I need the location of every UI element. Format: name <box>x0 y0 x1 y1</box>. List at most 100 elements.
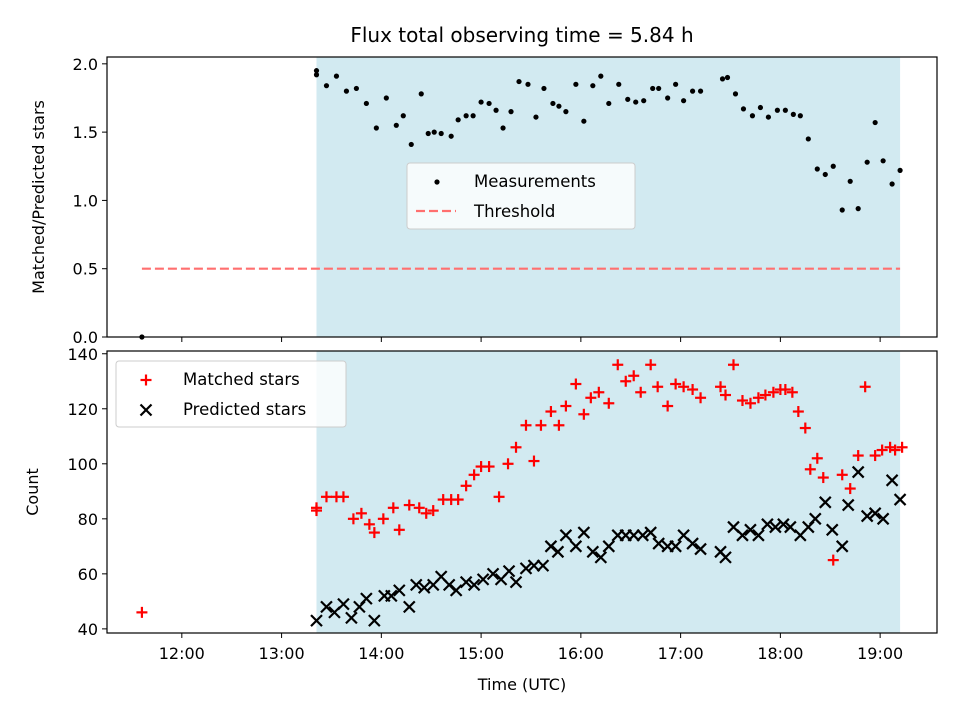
matched-point <box>678 381 690 393</box>
predicted-point <box>835 540 849 553</box>
legend-predicted-label: Predicted stars <box>183 400 306 419</box>
predicted-point <box>744 523 757 537</box>
cross-stroke-b <box>719 551 732 564</box>
cross-stroke-b <box>694 542 707 556</box>
measurement-point <box>463 113 469 119</box>
cross-stroke-b <box>417 581 431 594</box>
matched-point <box>347 513 359 525</box>
predicted-point <box>337 597 350 611</box>
matched-point <box>570 378 582 390</box>
bottom-x-tick-label: 15:00 <box>458 644 504 663</box>
matched-point <box>355 507 367 519</box>
predicted-point <box>345 611 358 625</box>
matched-point <box>368 527 380 539</box>
matched-point <box>545 406 557 418</box>
measurement-point <box>656 85 662 92</box>
predicted-point <box>459 575 473 589</box>
legend-matched-marker <box>140 374 152 386</box>
cross-stroke-b <box>310 614 323 627</box>
matched-point <box>520 419 532 431</box>
matched-point <box>869 450 881 462</box>
matched-point <box>502 458 514 470</box>
matched-point <box>652 381 664 393</box>
cross-stroke-b <box>627 529 641 542</box>
matched-point <box>804 463 816 475</box>
measurement-point <box>431 129 437 135</box>
predicted-point <box>818 496 832 509</box>
measurement-point <box>872 119 878 126</box>
predicted-point <box>893 493 907 506</box>
cross-stroke-b <box>602 540 616 553</box>
top-y-tick-label: 2.0 <box>73 55 98 74</box>
cross-stroke-b <box>868 507 882 520</box>
measurement-point <box>782 107 788 113</box>
predicted-point <box>719 551 732 564</box>
matched-point <box>759 389 771 401</box>
cross-stroke-b <box>809 512 822 526</box>
matched-point <box>645 359 657 371</box>
legend-measurements-marker <box>434 179 440 185</box>
bottom-x-tick-label: 17:00 <box>658 644 704 663</box>
measurement-point <box>889 181 895 187</box>
matched-point <box>752 392 764 404</box>
measurement-point <box>822 171 828 178</box>
measurement-point <box>448 133 454 139</box>
measurement-point <box>541 85 547 92</box>
matched-point <box>695 392 707 404</box>
cross-stroke-b <box>784 520 797 534</box>
cross-stroke-b <box>677 529 690 542</box>
matched-point <box>528 455 540 467</box>
measurement-point <box>400 113 406 119</box>
predicted-point <box>476 573 490 586</box>
matched-point <box>535 419 547 431</box>
matched-point <box>727 359 739 371</box>
predicted-point <box>851 465 865 479</box>
predicted-point <box>509 575 523 589</box>
cross-stroke-b <box>851 465 865 479</box>
matched-point <box>460 480 472 492</box>
cross-stroke-b <box>345 611 358 625</box>
measurement-point <box>313 68 320 74</box>
cross-stroke-b <box>544 540 558 553</box>
bottom-x-tick-label: 18:00 <box>757 644 803 663</box>
predicted-point <box>502 564 516 578</box>
matched-point <box>844 483 856 495</box>
predicted-point <box>876 512 890 526</box>
cross-stroke-b <box>476 573 490 586</box>
cross-stroke-b <box>459 575 473 589</box>
cross-stroke-b <box>402 600 416 614</box>
measurement-point <box>830 163 836 169</box>
matched-point <box>553 419 565 431</box>
cross-stroke-b <box>586 545 600 559</box>
predicted-point <box>402 600 416 614</box>
matched-point <box>560 400 572 412</box>
matched-point <box>578 408 590 420</box>
measurement-points <box>139 68 903 340</box>
cross-stroke-b <box>761 518 774 531</box>
cross-stroke-b <box>577 526 591 539</box>
bottom-shaded-span <box>316 351 901 633</box>
matched-point <box>420 507 432 519</box>
predicted-point <box>652 537 665 550</box>
predicted-point <box>784 520 797 534</box>
matched-point <box>310 505 322 517</box>
matched-point <box>387 502 399 514</box>
top-y-tick-label: 1.5 <box>73 123 98 142</box>
matched-point <box>510 441 522 453</box>
top-legend: Measurements Threshold <box>406 162 636 230</box>
measurement-point <box>408 141 414 148</box>
cross-stroke-b <box>393 584 406 597</box>
measurement-point <box>814 166 820 172</box>
bottom-y-tick-label: 140 <box>67 345 98 364</box>
matched-point <box>836 469 848 481</box>
count-points <box>136 359 908 627</box>
measurement-point <box>590 83 596 89</box>
matched-point <box>403 499 415 511</box>
predicted-point <box>752 529 765 542</box>
measurement-point <box>864 159 870 165</box>
cross-stroke-b <box>502 564 516 578</box>
bottom-y-tick-label: 60 <box>78 565 98 584</box>
predicted-point <box>385 589 398 603</box>
cross-stroke-b <box>893 493 907 506</box>
matched-point <box>468 469 480 481</box>
